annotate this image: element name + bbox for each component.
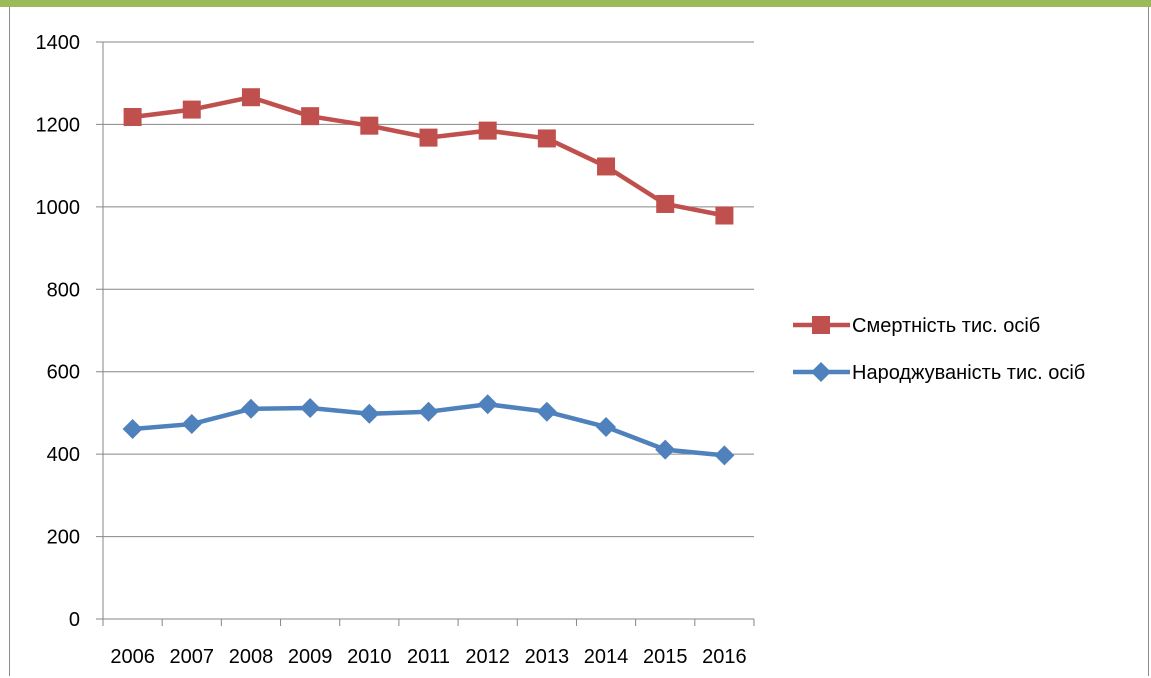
legend-item: Народжуваність тис. осіб	[793, 362, 1085, 384]
data-point-series-2	[359, 403, 380, 424]
data-point-series-1	[419, 128, 438, 147]
legend-label: Народжуваність тис. осіб	[852, 362, 1085, 384]
gridlines	[96, 41, 754, 538]
x-tick-label: 2009	[288, 646, 333, 668]
data-point-series-1	[537, 129, 556, 148]
top-accent-strip	[0, 0, 1151, 7]
y-tick-label: 1200	[36, 114, 81, 136]
data-point-series-2	[477, 394, 498, 415]
data-point-series-1	[182, 100, 201, 119]
series-lines	[122, 88, 735, 466]
data-point-series-2	[655, 439, 676, 460]
y-tick-label: 200	[47, 527, 80, 549]
axes	[96, 42, 755, 626]
y-tick-label: 0	[69, 609, 80, 631]
data-point-series-2	[122, 419, 143, 440]
data-point-series-2	[714, 445, 735, 466]
x-tick-label: 2008	[229, 646, 274, 668]
x-tick-label: 2007	[170, 646, 215, 668]
y-tick-label: 400	[47, 444, 80, 466]
y-tick-label: 800	[47, 279, 80, 301]
legend-label: Смертність тис. осіб	[852, 315, 1040, 337]
x-tick-label: 2012	[465, 646, 510, 668]
data-point-series-2	[181, 414, 202, 435]
y-axis-tick-labels: 0 200 400 600 800 1000 1200 1400	[36, 32, 81, 631]
legend: Смертність тис. осіб Народжуваність тис. …	[793, 315, 1085, 384]
x-tick-label: 2011	[407, 646, 450, 668]
data-point-series-2	[300, 397, 321, 418]
data-point-series-1	[301, 107, 320, 126]
data-point-series-1	[597, 157, 616, 176]
series-line-1	[130, 94, 727, 218]
x-tick-label: 2016	[702, 646, 747, 668]
data-point-series-1	[241, 88, 260, 107]
y-tick-label: 1400	[36, 32, 81, 54]
y-tick-label: 600	[47, 362, 80, 384]
x-tick-label: 2013	[525, 646, 570, 668]
data-point-series-1	[715, 206, 734, 225]
data-point-series-1	[123, 108, 142, 127]
data-point-series-2	[240, 398, 261, 419]
x-tick-label: 2006	[110, 646, 155, 668]
legend-item: Смертність тис. осіб	[793, 315, 1040, 337]
x-tick-label: 2010	[347, 646, 392, 668]
legend-marker	[812, 316, 830, 334]
legend-marker	[811, 362, 831, 382]
data-point-series-2	[596, 416, 617, 437]
x-tick-label: 2014	[584, 646, 629, 668]
y-tick-label: 1000	[36, 197, 81, 219]
data-point-series-1	[656, 194, 675, 213]
chart-area-frame	[9, 7, 1149, 676]
x-tick-label: 2015	[643, 646, 688, 668]
data-point-series-2	[418, 401, 439, 422]
data-point-series-2	[536, 401, 557, 422]
data-point-series-1	[478, 121, 497, 140]
x-axis-tick-labels: 2006 2007 2008 2009 2010 2011 2012 2013 2014 2015…	[110, 646, 746, 668]
data-point-series-1	[360, 116, 379, 135]
